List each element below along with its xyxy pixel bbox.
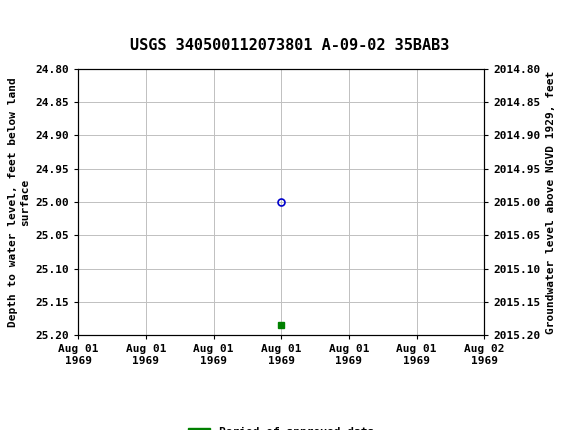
Y-axis label: Depth to water level, feet below land
surface: Depth to water level, feet below land su… [8,77,30,327]
Legend: Period of approved data: Period of approved data [184,423,379,430]
Y-axis label: Groundwater level above NGVD 1929, feet: Groundwater level above NGVD 1929, feet [546,71,556,334]
Text: USGS 340500112073801 A-09-02 35BAB3: USGS 340500112073801 A-09-02 35BAB3 [130,38,450,52]
Text: ≋ USGS: ≋ USGS [9,11,92,30]
